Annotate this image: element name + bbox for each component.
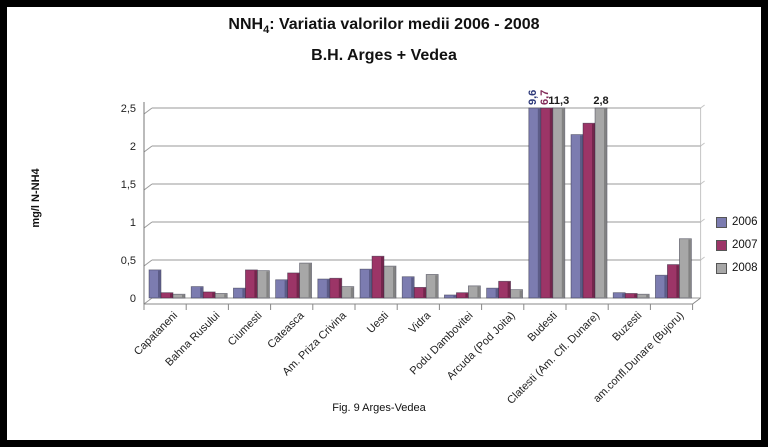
bar-side-shade bbox=[537, 108, 541, 298]
data-label-2008: 11,3 bbox=[548, 95, 569, 107]
x-category-label: Buzesti bbox=[610, 310, 644, 344]
bar-side-shade bbox=[350, 287, 354, 298]
y-tick-label: 1,5 bbox=[121, 179, 136, 191]
legend-item-2006: 2006 bbox=[716, 216, 758, 228]
bar-side-shade bbox=[266, 271, 269, 298]
legend-label-2006: 2006 bbox=[732, 216, 758, 228]
bar-side-shade bbox=[369, 269, 372, 298]
bar-side-shade bbox=[477, 286, 480, 298]
data-label-2006: 9,6 bbox=[527, 90, 539, 105]
bar-side-shade bbox=[465, 293, 468, 298]
bar-side-shade bbox=[423, 288, 426, 298]
gridline-depth bbox=[143, 259, 153, 267]
bar-side-shade bbox=[549, 108, 553, 298]
chart-title-line2: B.H. Arges + Vedea bbox=[311, 47, 457, 65]
bar-side-shade bbox=[646, 294, 649, 298]
bar-side-shade bbox=[182, 294, 185, 298]
legend-label-2008: 2008 bbox=[732, 262, 758, 274]
legend-swatch-2006 bbox=[716, 216, 727, 228]
bar-2008 bbox=[510, 289, 523, 299]
bar-2008 bbox=[636, 293, 650, 299]
bar-2008 bbox=[172, 293, 186, 299]
legend-swatch-2007 bbox=[716, 239, 727, 251]
bar-side-shade bbox=[676, 265, 679, 298]
floor-right-depth bbox=[692, 297, 701, 305]
bar-side-shade bbox=[326, 279, 330, 298]
gridline-end-tick bbox=[700, 104, 705, 109]
gridline-end-tick bbox=[700, 256, 705, 261]
gridline-depth bbox=[143, 145, 153, 153]
bar-side-shade bbox=[507, 282, 511, 298]
bar-side-shade bbox=[224, 294, 227, 298]
bar-side-shade bbox=[308, 263, 312, 298]
bar-side-shade bbox=[453, 295, 456, 298]
x-category-label: Cateasca bbox=[265, 309, 307, 351]
legend-item-2007: 2007 bbox=[716, 239, 758, 251]
bar-side-shade bbox=[592, 123, 595, 298]
x-category-label: am.confl.Dunare (Bujoru) bbox=[591, 310, 686, 405]
y-tick-label: 2,5 bbox=[121, 103, 136, 115]
bar-side-shade bbox=[604, 108, 607, 298]
gridline-end-tick bbox=[700, 142, 705, 147]
bar-side-shade bbox=[393, 266, 396, 298]
bar-side-shade bbox=[158, 270, 161, 298]
legend-label-2007: 2007 bbox=[732, 239, 758, 251]
y-tick-label: 0 bbox=[130, 293, 136, 305]
bar-side-shade bbox=[254, 270, 257, 298]
bar-2008 bbox=[341, 286, 355, 299]
data-label-2007: 6,7 bbox=[539, 90, 551, 105]
bar-side-shade bbox=[495, 288, 499, 298]
bar-side-shade bbox=[561, 108, 565, 298]
bar-side-shade bbox=[622, 293, 625, 298]
bar-side-shade bbox=[242, 288, 245, 298]
x-category-label: Ciumesti bbox=[226, 310, 265, 349]
bar-side-shade bbox=[435, 275, 438, 298]
gridline-end-tick bbox=[700, 180, 705, 185]
bar-side-shade bbox=[284, 280, 288, 298]
x-category-label: Budesti bbox=[525, 310, 559, 344]
bar-side-shade bbox=[381, 256, 384, 298]
legend-swatch-2008 bbox=[716, 262, 727, 274]
bar-side-shade bbox=[519, 290, 523, 298]
bar-side-shade bbox=[200, 287, 203, 298]
data-label-2008: 2,8 bbox=[593, 95, 608, 107]
legend-item-2008: 2008 bbox=[716, 262, 758, 274]
title-suffix: : Variatia valorilor medii 2006 - 2008 bbox=[269, 16, 540, 33]
bar-side-shade bbox=[580, 135, 583, 298]
chart-title-block: NNH4: Variatia valorilor medii 2006 - 20… bbox=[0, 12, 768, 69]
y-tick-label: 2 bbox=[130, 141, 136, 153]
gridline-depth bbox=[143, 297, 153, 305]
figure-caption: Fig. 9 Arges-Vedea bbox=[332, 402, 426, 414]
x-category-label: Vidra bbox=[407, 309, 434, 336]
bar-side-shade bbox=[688, 239, 691, 298]
bar-side-shade bbox=[411, 277, 414, 298]
bar-side-shade bbox=[338, 278, 342, 298]
bar-2008 bbox=[214, 293, 228, 299]
y-tick-label: 1 bbox=[130, 217, 136, 229]
title-prefix: NNH bbox=[228, 16, 264, 33]
gridline-depth bbox=[143, 221, 153, 229]
bar-side-shade bbox=[664, 275, 667, 298]
gridline-depth bbox=[143, 107, 153, 115]
bar-side-shade bbox=[634, 294, 637, 298]
bar-side-shade bbox=[170, 293, 173, 298]
chart-title-line1: NNH4: Variatia valorilor medii 2006 - 20… bbox=[0, 12, 768, 43]
title-subscript: 4 bbox=[263, 24, 270, 37]
x-category-label: Uesti bbox=[365, 310, 391, 336]
gridline-end-tick bbox=[700, 218, 705, 223]
y-tick-label: 0,5 bbox=[121, 255, 136, 267]
legend: 2006 2007 2008 bbox=[716, 216, 758, 285]
bar-side-shade bbox=[296, 273, 300, 298]
gridline-depth bbox=[143, 183, 153, 191]
bar-side-shade bbox=[212, 292, 215, 298]
